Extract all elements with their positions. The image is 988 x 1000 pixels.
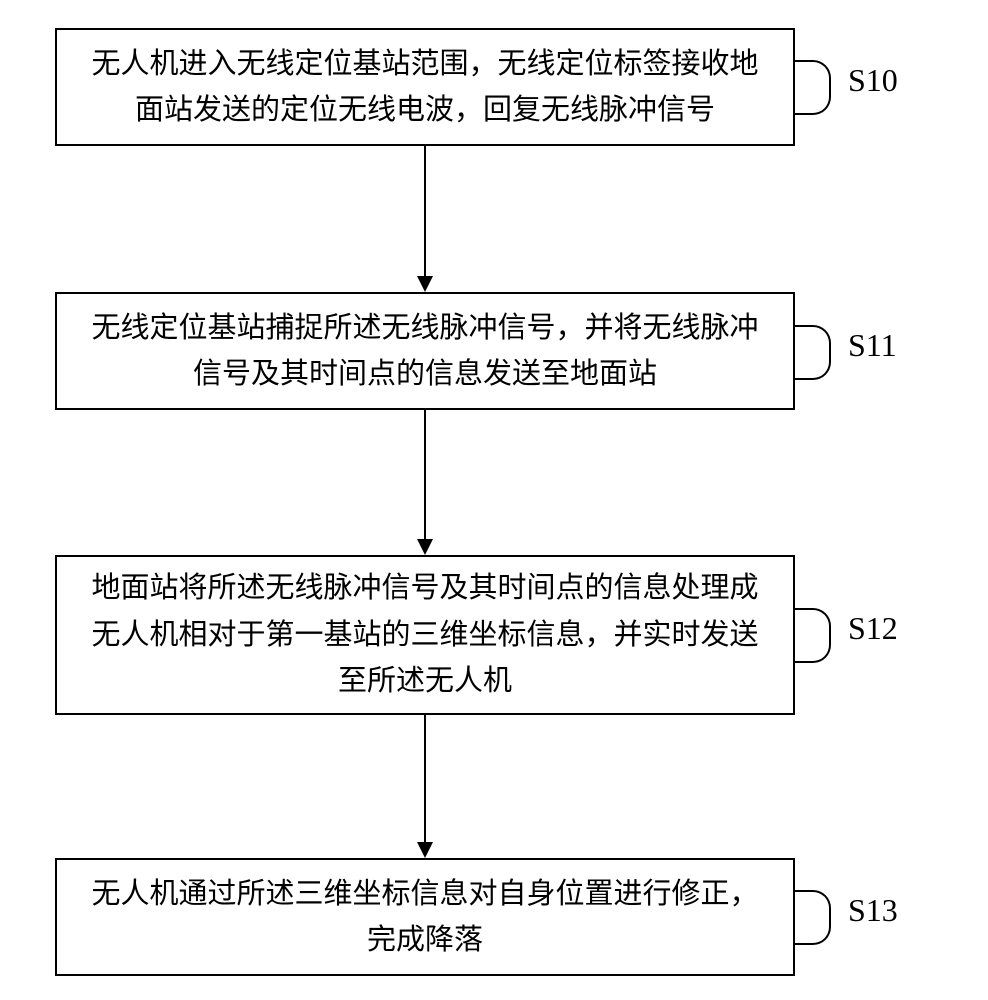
box-text: 无线定位基站捕捉所述无线脉冲信号，并将无线脉冲信号及其时间点的信息发送至地面站 <box>81 305 769 398</box>
flowchart-box: 无线定位基站捕捉所述无线脉冲信号，并将无线脉冲信号及其时间点的信息发送至地面站 <box>55 292 795 410</box>
flowchart-box: 地面站将所述无线脉冲信号及其时间点的信息处理成无人机相对于第一基站的三维坐标信息… <box>55 555 795 715</box>
step-label-s12: S12 <box>848 610 898 647</box>
box-text: 无人机进入无线定位基站范围，无线定位标签接收地面站发送的定位无线电波，回复无线脉… <box>81 41 769 134</box>
arrow-head <box>417 842 433 858</box>
flowchart-box: 无人机通过所述三维坐标信息对自身位置进行修正，完成降落 <box>55 858 795 976</box>
label-connector <box>795 60 831 115</box>
step-label-s13: S13 <box>848 892 898 929</box>
box-text: 地面站将所述无线脉冲信号及其时间点的信息处理成无人机相对于第一基站的三维坐标信息… <box>81 565 769 704</box>
arrow-line <box>424 146 426 277</box>
flowchart-container: 无人机进入无线定位基站范围，无线定位标签接收地面站发送的定位无线电波，回复无线脉… <box>0 0 988 1000</box>
arrow-line <box>424 410 426 540</box>
flowchart-box: 无人机进入无线定位基站范围，无线定位标签接收地面站发送的定位无线电波，回复无线脉… <box>55 28 795 146</box>
step-label-s10: S10 <box>848 62 898 99</box>
step-label-s11: S11 <box>848 327 897 364</box>
label-connector <box>795 890 831 945</box>
arrow-head <box>417 539 433 555</box>
label-connector <box>795 608 831 663</box>
arrow-line <box>424 715 426 843</box>
label-connector <box>795 325 831 380</box>
box-text: 无人机通过所述三维坐标信息对自身位置进行修正，完成降落 <box>81 871 769 964</box>
arrow-head <box>417 276 433 292</box>
